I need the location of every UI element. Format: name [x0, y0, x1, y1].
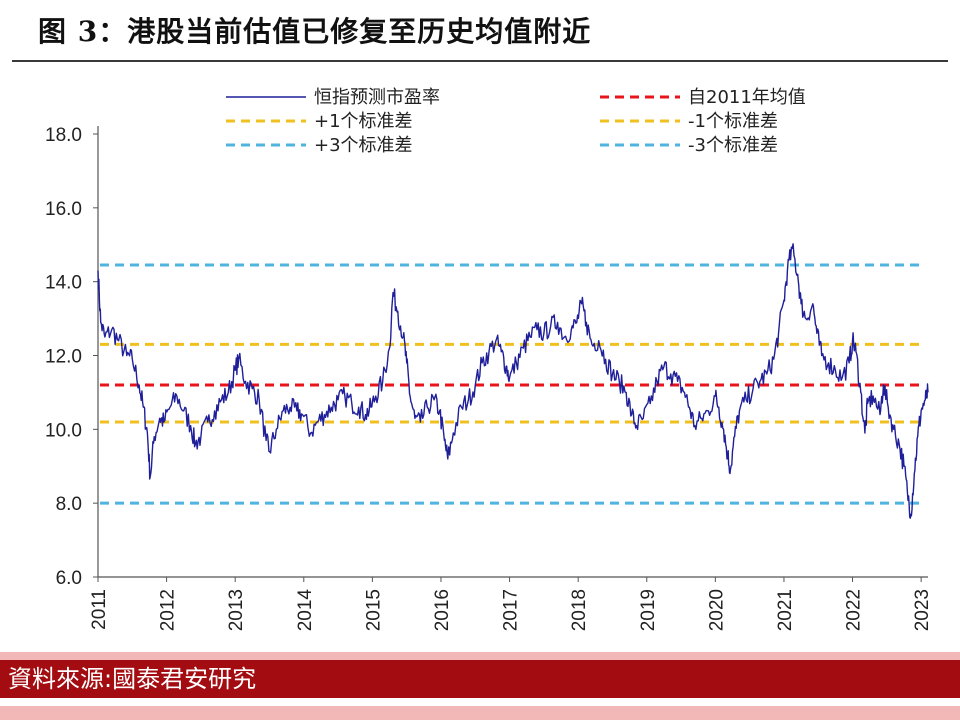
legend-item: 恒指预测市盈率 [226, 87, 440, 108]
x-axis: 2011 2012 2013 2014 2015 2016 2017 2018 2019 2020… [89, 576, 933, 632]
x-tick-label: 2012 [158, 589, 179, 631]
title-divider [12, 60, 948, 62]
x-tick-label: 2023 [912, 589, 933, 631]
x-tick-label: 2019 [638, 589, 659, 631]
y-axis: 6.0 8.0 10.0 12.0 14.0 16.0 18.0 [45, 125, 99, 589]
x-tick-label: 2014 [295, 589, 316, 632]
legend-label: 恒指预测市盈率 [314, 87, 440, 108]
legend-label: +3个标准差 [314, 135, 413, 156]
legend-item: -3个标准差 [600, 135, 778, 156]
x-tick-label: 2013 [226, 589, 247, 631]
legend-label: -3个标准差 [688, 135, 778, 156]
y-tick-label: 18.0 [45, 125, 82, 146]
legend-label: 自2011年均值 [688, 87, 806, 108]
legend-item: 自2011年均值 [600, 87, 806, 108]
figure-title: 图 3：港股当前估值已修复至历史均值附近 [38, 15, 592, 48]
reference-lines [100, 263, 920, 505]
x-tick-label: 2020 [706, 589, 727, 631]
y-tick-label: 16.0 [45, 199, 82, 220]
legend-item: +1个标准差 [226, 111, 413, 132]
x-tick-label: 2021 [775, 589, 796, 631]
x-tick-label: 2011 [89, 589, 110, 630]
x-tick-label: 2022 [844, 589, 865, 631]
x-tick-label: 2016 [432, 589, 453, 631]
y-tick-label: 8.0 [56, 494, 82, 515]
y-tick-label: 6.0 [56, 568, 82, 589]
footer-band [0, 698, 960, 720]
y-tick-label: 10.0 [45, 420, 82, 441]
source-top-band [0, 652, 960, 660]
legend-item: -1个标准差 [600, 111, 778, 132]
plot-area [97, 243, 929, 519]
legend-label: +1个标准差 [314, 111, 413, 132]
legend-item: +3个标准差 [226, 135, 413, 156]
source-bar: 資料來源:國泰君安研究 [0, 660, 960, 698]
pe-ratio-line [97, 243, 929, 519]
x-tick-label: 2018 [569, 589, 590, 631]
y-tick-label: 12.0 [45, 347, 82, 368]
x-tick-label: 2017 [501, 589, 522, 631]
chart-legend: 恒指预测市盈率 自2011年均值 +1个标准差 -1个标准差 +3个标准差 -3个标准差 [226, 87, 806, 156]
y-tick-label: 14.0 [45, 273, 82, 294]
pe-ratio-chart: 恒指预测市盈率 自2011年均值+1个标准差 -1个标准差+3个标准差 -3个标准差 … [45, 87, 933, 632]
x-tick-label: 2015 [363, 589, 384, 631]
source-note: 資料來源:國泰君安研究 [8, 665, 257, 693]
legend-label: -1个标准差 [688, 111, 778, 132]
